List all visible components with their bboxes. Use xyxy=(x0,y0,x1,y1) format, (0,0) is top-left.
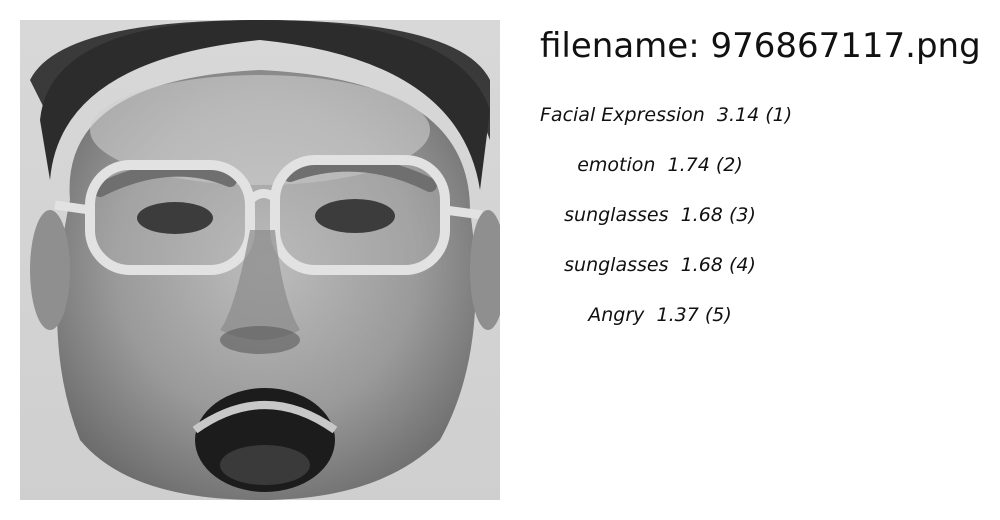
label-item: sunglasses 1.68 (3) xyxy=(540,202,780,252)
label-name: emotion xyxy=(577,154,656,176)
label-list: Facial Expression 3.14 (1) emotion 1.74 … xyxy=(540,102,792,352)
filename-title: filename: 976867117.png xyxy=(540,24,981,68)
label-score: 3.14 xyxy=(716,104,760,126)
label-rank: (3) xyxy=(728,204,756,226)
label-score: 1.68 xyxy=(680,204,723,226)
filename-value: 976867117.png xyxy=(710,26,981,66)
label-name: Facial Expression xyxy=(540,104,705,126)
label-score: 1.37 xyxy=(656,304,699,326)
face-photo xyxy=(20,20,500,500)
filename-prefix: filename: xyxy=(540,26,711,66)
label-name: sunglasses xyxy=(564,204,669,226)
label-name: sunglasses xyxy=(564,254,669,276)
label-item: emotion 1.74 (2) xyxy=(540,152,780,202)
label-item: sunglasses 1.68 (4) xyxy=(540,252,780,302)
label-item: Angry 1.37 (5) xyxy=(540,302,780,352)
label-name: Angry xyxy=(588,304,645,326)
label-rank: (4) xyxy=(728,254,756,276)
label-rank: (1) xyxy=(765,104,793,126)
label-rank: (5) xyxy=(704,304,732,326)
face-photo-graphic xyxy=(20,20,500,500)
label-score: 1.68 xyxy=(680,254,723,276)
label-item: Facial Expression 3.14 (1) xyxy=(540,102,792,152)
label-rank: (2) xyxy=(715,154,743,176)
label-score: 1.74 xyxy=(667,154,710,176)
